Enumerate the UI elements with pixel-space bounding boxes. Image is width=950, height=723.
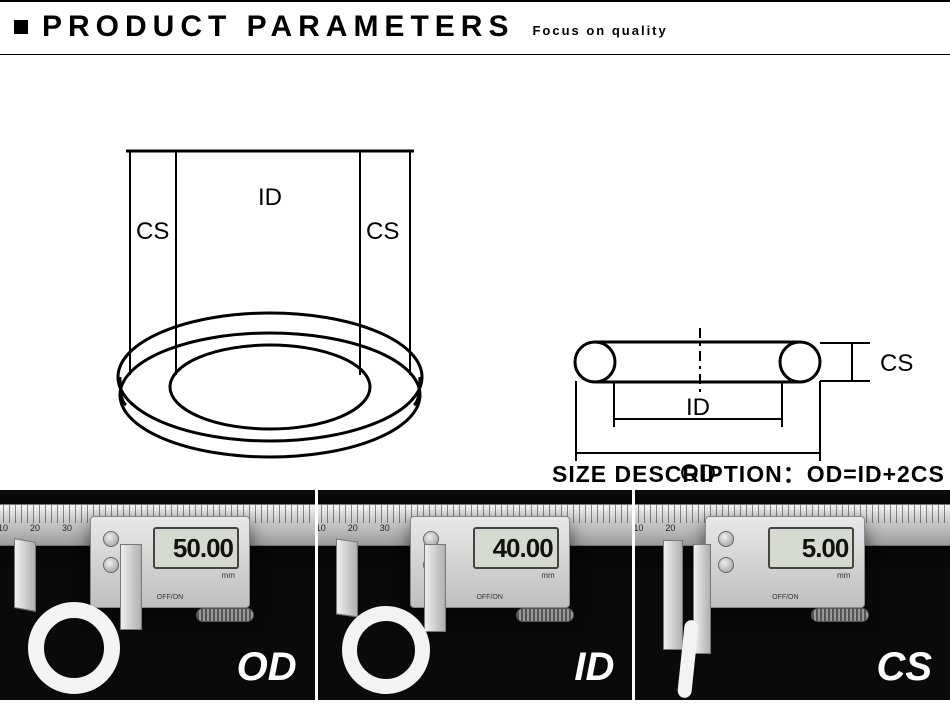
thumbwheel-icon: [196, 608, 254, 622]
lcd-unit-mm: mm: [837, 571, 850, 580]
mode-button-icon: [718, 531, 734, 547]
header: PRODUCT PARAMETERS Focus on quality: [0, 2, 950, 54]
panel-label-id: ID: [574, 645, 614, 690]
panel-id: 010 2030 40 40.00 mm OFF/ON ID: [318, 490, 633, 700]
offon-label: OFF/ON: [772, 594, 798, 601]
fixed-jaw-icon: [663, 540, 683, 650]
cs-label: CS: [880, 350, 913, 377]
zero-button-icon: [103, 557, 119, 573]
panel-label-od: OD: [237, 645, 297, 690]
lcd-od: 50.00: [153, 527, 239, 569]
panel-label-cs: CS: [876, 645, 932, 690]
panel-od: 010 2030 4050 6070 50.00 mm OFF/ON OD: [0, 490, 315, 700]
thumbwheel-icon: [516, 608, 574, 622]
header-bullet: [14, 20, 28, 34]
id-label-top: ID: [258, 184, 282, 211]
ruler-numbers-id: 010 2030 40: [318, 523, 422, 533]
offon-label: OFF/ON: [157, 594, 183, 601]
cs-label-right: CS: [366, 218, 399, 245]
caliper-body-cs: 5.00 mm OFF/ON: [705, 516, 865, 608]
fixed-jaw-icon: [14, 538, 36, 612]
caliper-body-od: 50.00 mm OFF/ON: [90, 516, 250, 608]
lcd-unit-mm: mm: [222, 571, 235, 580]
lcd-unit-mm: mm: [541, 571, 554, 580]
panel-cs: 010 20 5.00 mm OFF/ON CS: [635, 490, 950, 700]
lcd-cs: 5.00: [768, 527, 854, 569]
sample-oring-id: [342, 606, 430, 694]
page-title: PRODUCT PARAMETERS: [42, 10, 514, 44]
page-subtitle: Focus on quality: [532, 23, 667, 38]
oring-top-view: ID CS CS: [0, 55, 460, 475]
zero-button-icon: [718, 557, 734, 573]
cs-label-left: CS: [136, 218, 169, 245]
diagram-zone: ID CS CS CS ID: [0, 55, 950, 490]
id-label: ID: [686, 394, 710, 421]
ruler-numbers-cs: 010 20: [635, 523, 675, 533]
size-description: SIZE DESCRIPTION：OD=ID+2CS: [552, 455, 945, 489]
lcd-id: 40.00: [473, 527, 559, 569]
mode-button-icon: [103, 531, 119, 547]
moving-jaw-icon: [120, 544, 142, 630]
measurement-strip: 010 2030 4050 6070 50.00 mm OFF/ON OD 01…: [0, 490, 950, 700]
offon-label: OFF/ON: [476, 594, 502, 601]
fixed-jaw-icon: [336, 538, 358, 617]
moving-jaw-icon: [424, 544, 446, 632]
sample-oring-od: [28, 602, 120, 694]
thumbwheel-icon: [811, 608, 869, 622]
